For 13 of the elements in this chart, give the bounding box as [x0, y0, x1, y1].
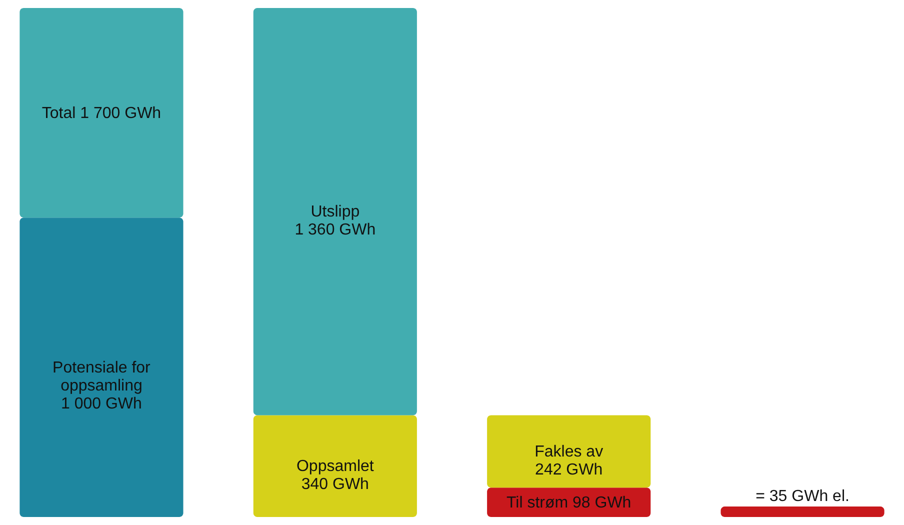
data-label: Potensiale for oppsamling 1 000 GWh: [52, 359, 152, 412]
data-label: = 35 GWh el.: [756, 488, 850, 505]
data-label: Fakles av 242 GWh: [534, 443, 604, 478]
bar: [20, 8, 184, 218]
bar: [253, 8, 417, 416]
total-label: Total 1 700 GWh: [42, 104, 162, 122]
bar: [487, 415, 651, 488]
data-label: Til strøm 98 GWh: [506, 494, 632, 512]
bar: [20, 218, 184, 517]
bar: [720, 506, 884, 517]
data-label: Oppsamlet 340 GWh: [296, 458, 374, 494]
data-label: Utslipp 1 360 GWh: [294, 204, 376, 239]
bar: [253, 415, 417, 517]
